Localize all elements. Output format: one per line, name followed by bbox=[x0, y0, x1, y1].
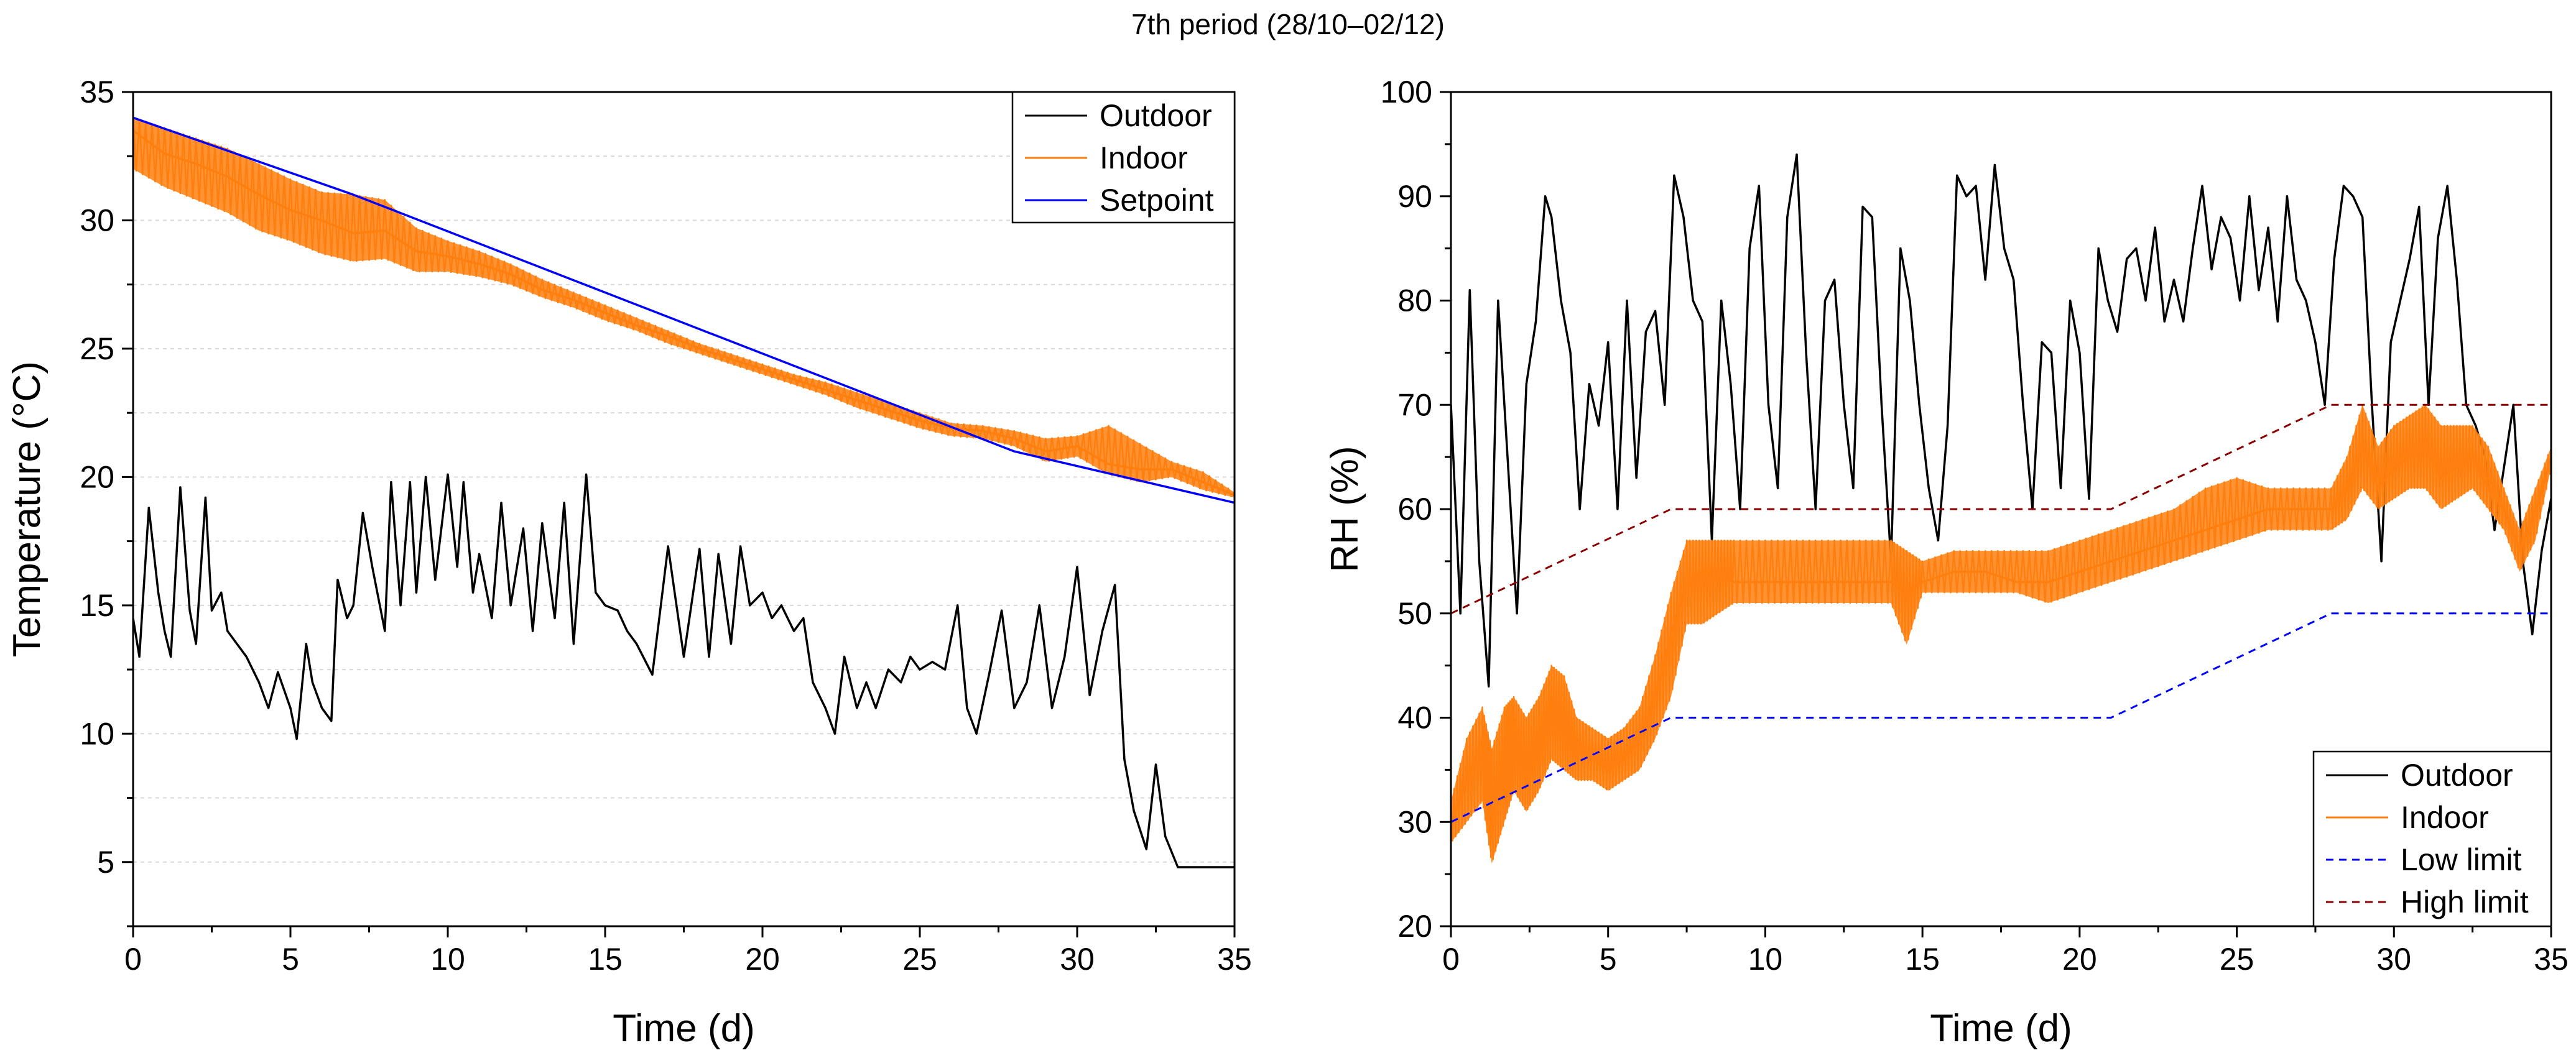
x-tick-label: 30 bbox=[2376, 942, 2411, 977]
y-tick-label: 25 bbox=[80, 331, 114, 366]
series-line-outdoor bbox=[133, 473, 1235, 868]
legend: Outdoor Indoor Low limit High limit bbox=[2312, 750, 2552, 927]
y-tick-label: 100 bbox=[1381, 75, 1432, 109]
x-tick-label: 10 bbox=[1748, 942, 1783, 977]
y-tick-label: 50 bbox=[1397, 596, 1432, 631]
legend-label-outdoor: Outdoor bbox=[1100, 98, 1212, 133]
series-band-indoor bbox=[133, 117, 1235, 498]
x-tick-label: 0 bbox=[124, 942, 142, 977]
y-tick-label: 30 bbox=[80, 203, 114, 237]
legend-label-high-limit: High limit bbox=[2401, 885, 2529, 919]
x-axis-title: Time (d) bbox=[1930, 1007, 2072, 1050]
y-tick-label: 20 bbox=[80, 459, 114, 494]
y-tick-label: 40 bbox=[1397, 701, 1432, 735]
series-line-indoor bbox=[1451, 445, 2551, 822]
legend-label-indoor: Indoor bbox=[2401, 800, 2489, 835]
legend: Outdoor Indoor Setpoint bbox=[1011, 91, 1236, 224]
legend-frame bbox=[2312, 750, 2552, 927]
series-line-low-limit bbox=[1451, 612, 2551, 823]
y-tick-label: 20 bbox=[1397, 909, 1432, 944]
y-tick-label: 90 bbox=[1397, 179, 1432, 214]
x-tick-label: 0 bbox=[1442, 942, 1460, 977]
legend-label-outdoor: Outdoor bbox=[2401, 758, 2513, 793]
legend-label-low-limit: Low limit bbox=[2401, 842, 2522, 877]
rh-chart: 0 5 10 15 20 25 30 35 20 30 40 50 60 70 80 90 100 Time (d… bbox=[1323, 75, 2569, 1050]
series-line-setpoint bbox=[133, 116, 1235, 504]
x-tick-label: 20 bbox=[2062, 942, 2097, 977]
y-tick-label: 80 bbox=[1397, 283, 1432, 318]
y-tick-label: 15 bbox=[80, 588, 114, 623]
y-tick-label: 60 bbox=[1397, 492, 1432, 527]
legend-label-setpoint: Setpoint bbox=[1100, 183, 1214, 218]
x-axis-title: Time (d) bbox=[613, 1007, 754, 1050]
y-axis-title: Temperature (°C) bbox=[6, 361, 49, 657]
x-tick-label: 15 bbox=[1905, 942, 1940, 977]
series-line-outdoor bbox=[1451, 153, 2551, 688]
series-signal-indoor bbox=[1451, 404, 2551, 860]
x-tick-label: 5 bbox=[282, 942, 299, 977]
x-tick-label: 15 bbox=[588, 942, 623, 977]
series-band-indoor bbox=[1451, 405, 2551, 864]
x-tick-label: 30 bbox=[1060, 942, 1095, 977]
series-line-indoor bbox=[133, 129, 1235, 496]
x-tick-label: 25 bbox=[902, 942, 937, 977]
x-tick-label: 5 bbox=[1600, 942, 1617, 977]
y-tick-label: 35 bbox=[80, 75, 114, 109]
temperature-chart: 0 5 10 15 20 25 30 35 5 10 15 20 25 30 35 Time (d) Tempe… bbox=[6, 75, 1252, 1050]
figure-title: 7th period (28/10–02/12) bbox=[1131, 8, 1445, 40]
x-tick-label: 20 bbox=[745, 942, 780, 977]
y-axis-title: RH (%) bbox=[1323, 446, 1366, 572]
y-tick-label: 10 bbox=[80, 716, 114, 751]
legend-label-indoor: Indoor bbox=[1100, 140, 1188, 175]
x-tick-label: 10 bbox=[430, 942, 465, 977]
x-tick-label: 35 bbox=[1217, 942, 1252, 977]
x-tick-label: 35 bbox=[2534, 942, 2569, 977]
x-tick-label: 25 bbox=[2220, 942, 2254, 977]
series-line-high-limit bbox=[1451, 403, 2551, 615]
y-tick-label: 5 bbox=[97, 845, 114, 880]
y-tick-label: 70 bbox=[1397, 387, 1432, 422]
y-tick-label: 30 bbox=[1397, 804, 1432, 839]
